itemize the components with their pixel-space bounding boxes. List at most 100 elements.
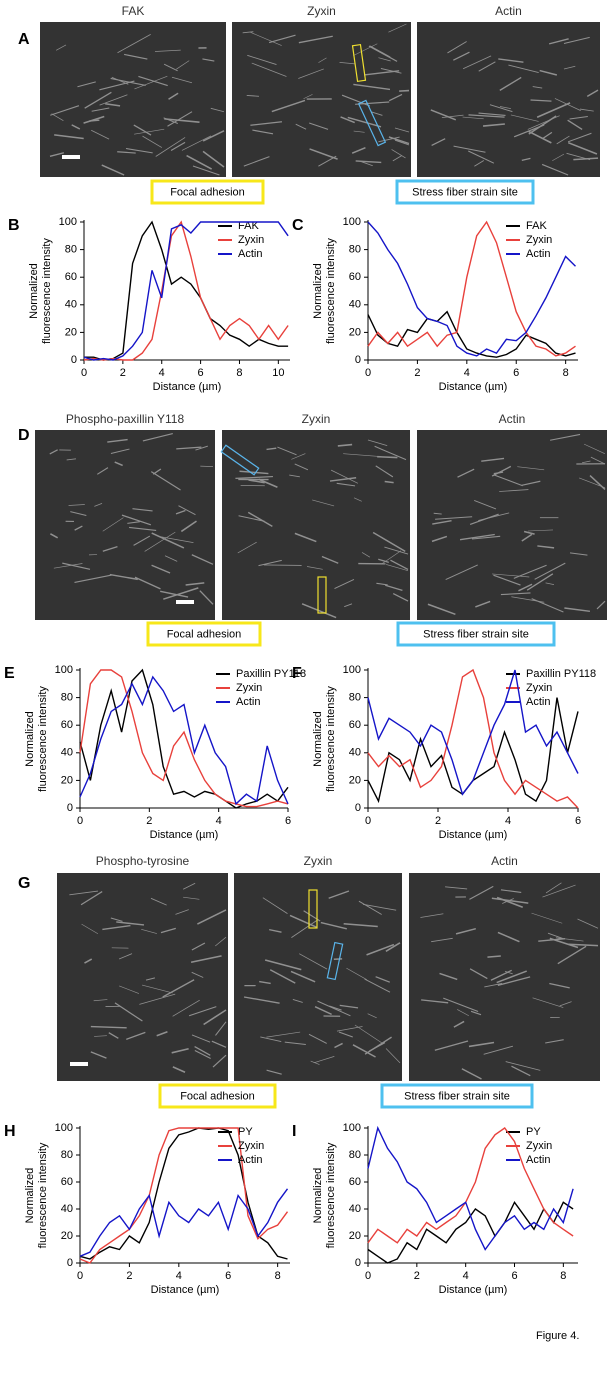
fiber — [91, 107, 110, 112]
fiber — [462, 116, 484, 120]
x-axis-label: Distance (µm) — [153, 381, 222, 393]
fiber — [435, 516, 473, 520]
fiber — [133, 124, 152, 136]
fiber — [427, 603, 456, 616]
fiber — [388, 23, 407, 33]
fiber — [242, 31, 254, 34]
y-tick-label: 20 — [349, 774, 361, 786]
fiber — [538, 937, 566, 942]
fiber — [134, 128, 165, 135]
y-tick-label: 100 — [343, 216, 361, 228]
fiber — [354, 1024, 383, 1044]
fiber — [563, 36, 590, 44]
fiber — [505, 1061, 541, 1071]
micrograph — [57, 873, 228, 1081]
badge-label: Focal adhesion — [180, 1090, 255, 1102]
fiber — [250, 31, 282, 46]
x-tick-label: 6 — [511, 1270, 517, 1282]
fiber — [156, 1030, 168, 1037]
fiber — [478, 512, 510, 521]
fiber — [235, 475, 273, 479]
fiber — [432, 519, 452, 525]
fiber — [513, 564, 547, 579]
fiber — [84, 958, 93, 964]
fiber — [163, 63, 178, 72]
fiber — [162, 979, 195, 998]
fiber — [110, 448, 130, 454]
fiber — [385, 1048, 401, 1064]
y-tick-label: 0 — [71, 354, 77, 366]
fiber — [493, 474, 523, 487]
fiber — [150, 471, 181, 491]
y-axis-label: fluorescence intensity — [325, 1142, 337, 1248]
series-line — [367, 310, 576, 358]
fiber — [499, 489, 529, 492]
fiber — [159, 536, 194, 544]
fiber — [107, 438, 128, 443]
fiber — [116, 921, 145, 926]
fiber — [421, 999, 449, 1004]
fiber — [142, 135, 163, 148]
fiber — [493, 471, 504, 475]
x-tick-label: 10 — [272, 367, 284, 379]
fiber — [151, 564, 171, 574]
fiber — [351, 147, 366, 154]
image-title: Actin — [495, 4, 522, 18]
y-tick-label: 40 — [349, 1203, 361, 1215]
fiber — [155, 137, 186, 157]
fiber — [211, 1040, 227, 1048]
fiber — [431, 138, 446, 147]
fiber — [186, 154, 213, 170]
fiber — [537, 545, 555, 549]
fiber — [84, 91, 112, 109]
y-axis-label: Normalized — [28, 263, 40, 319]
micrograph — [40, 22, 226, 177]
fiber — [243, 156, 270, 167]
y-tick-label: 0 — [355, 802, 361, 814]
fiber — [178, 505, 196, 516]
fiber — [394, 139, 410, 146]
fiber — [338, 1031, 353, 1038]
fiber — [334, 579, 355, 590]
fiber — [527, 115, 560, 130]
fiber — [181, 135, 212, 151]
fiber — [367, 439, 388, 446]
fiber — [573, 157, 599, 161]
fiber — [94, 1035, 107, 1037]
fiber — [497, 976, 531, 987]
fiber — [258, 478, 278, 488]
fiber — [139, 993, 176, 1005]
series-line — [367, 1127, 574, 1244]
fiber — [182, 882, 196, 890]
fiber — [69, 890, 98, 896]
fiber — [109, 573, 138, 581]
fiber — [567, 132, 592, 143]
fiber — [347, 116, 382, 128]
fiber — [526, 573, 554, 591]
fiber — [168, 92, 179, 100]
fiber — [390, 559, 409, 571]
legend-label: Actin — [526, 696, 550, 708]
fiber — [474, 500, 497, 510]
fiber — [457, 1009, 469, 1017]
fiber — [191, 554, 214, 565]
fiber — [176, 60, 190, 70]
fiber — [310, 1060, 320, 1065]
legend-label: Zyxin — [238, 1140, 264, 1152]
fiber — [385, 942, 401, 953]
legend-label: FAK — [238, 220, 259, 232]
y-axis-label: Normalized — [312, 711, 324, 767]
fiber — [384, 480, 394, 484]
fiber — [175, 909, 189, 915]
badge — [150, 179, 265, 205]
micrograph — [234, 873, 402, 1081]
fiber — [531, 912, 563, 924]
fiber — [298, 68, 324, 79]
fiber — [191, 942, 206, 951]
roi-box — [220, 444, 260, 476]
fiber — [500, 889, 522, 893]
fiber — [83, 115, 105, 124]
x-tick-label: 0 — [365, 815, 371, 827]
fiber — [197, 909, 227, 925]
x-tick-label: 8 — [275, 1270, 281, 1282]
